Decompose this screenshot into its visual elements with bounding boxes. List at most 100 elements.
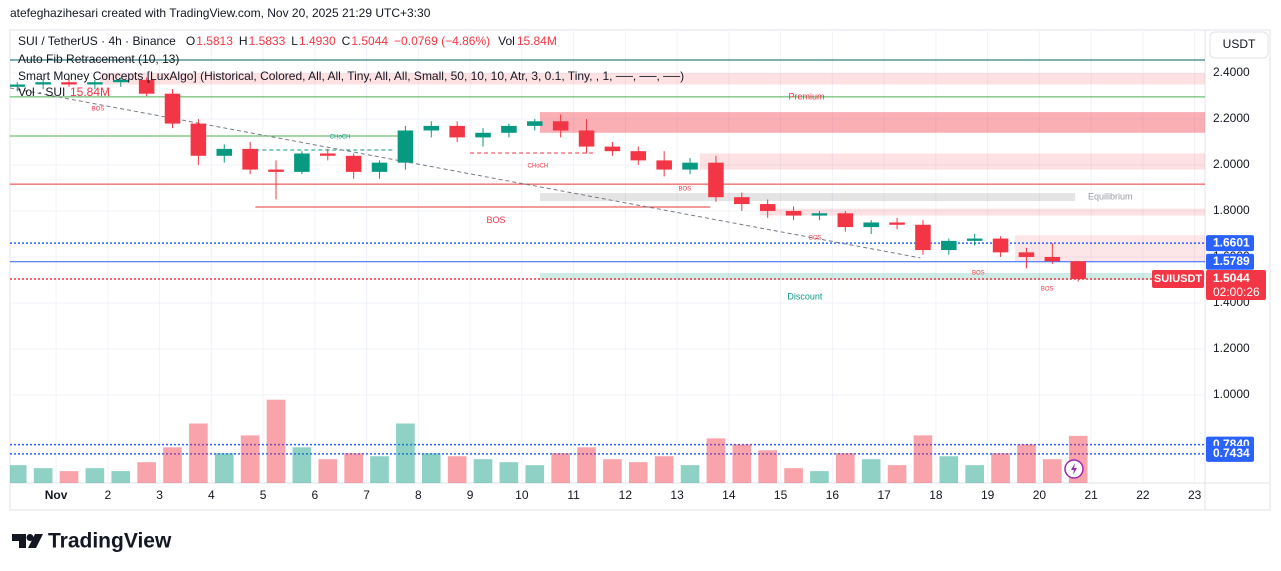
ohlc-key: C [342, 34, 351, 48]
currency[interactable]: USDT [1223, 37, 1256, 51]
candle-body [190, 123, 207, 156]
price-label-box [1206, 235, 1254, 252]
x-tick-label: 23 [1188, 488, 1202, 502]
ohlc-key: H [239, 34, 248, 48]
candle-body [682, 162, 698, 170]
candle-body [268, 169, 284, 172]
volume-bar [292, 447, 312, 483]
volume-bar [654, 456, 674, 483]
ohlc-key: O [186, 34, 195, 48]
price-label: 1.6601 [1213, 235, 1250, 249]
ohlc-value: 1.4930 [299, 34, 336, 48]
annotation: CHoCH [528, 163, 549, 169]
volume-bar [628, 462, 648, 483]
volume-bar [473, 459, 493, 483]
price-label-box [1206, 445, 1254, 462]
ohlc-value: 1.5044 [351, 34, 388, 48]
vol-indicator: Vol · SUI [18, 85, 65, 99]
annotation: Discount [787, 291, 823, 301]
candle-body [138, 79, 155, 94]
candle-body [941, 240, 957, 251]
x-tick-label: 13 [670, 488, 684, 502]
candle-body [527, 121, 543, 126]
volume-bar [111, 471, 131, 483]
volume-bar [758, 450, 777, 483]
x-tick-label: 10 [515, 488, 529, 502]
candle-body [61, 82, 77, 85]
candle-body [242, 148, 258, 170]
currency-button[interactable] [1209, 31, 1269, 59]
annotation: BOS [972, 271, 985, 277]
x-tick-label: 5 [260, 488, 267, 502]
x-tick-label: 16 [826, 488, 840, 502]
volume-bar [810, 471, 829, 483]
x-tick-label: 4 [208, 488, 215, 502]
volume-bar [577, 447, 596, 483]
candle-body [1070, 261, 1086, 279]
x-tick-label: 18 [929, 488, 943, 502]
ohlc-key: L [291, 34, 298, 48]
logo [12, 534, 43, 548]
candle-body [10, 84, 26, 87]
frame [9, 29, 1271, 511]
vol-value: 15.84M [517, 34, 557, 48]
indicator: Smart Money Concepts [LuxAlgo] (Historic… [18, 69, 684, 83]
volume-bar [603, 459, 622, 483]
volume-bar [85, 468, 105, 483]
zone [539, 112, 1205, 133]
candle-body [423, 125, 440, 131]
change: −0.0769 (−4.86%) [394, 34, 490, 48]
x-tick-label: 9 [467, 488, 474, 502]
candle-body [112, 79, 129, 83]
volume-bar [421, 453, 441, 483]
volume-bar [240, 435, 260, 483]
annotation: CHoCH [330, 135, 351, 141]
volume-bar [189, 423, 208, 483]
volume-bar [499, 462, 519, 483]
last-price-value: 1.5044 [1213, 271, 1250, 285]
price-label-box [1206, 253, 1254, 270]
x-tick-label: 6 [311, 488, 318, 502]
x-tick-label: 11 [567, 488, 580, 502]
candle-body [630, 151, 647, 161]
candle-body [708, 162, 724, 198]
y-tick-label: 2.0000 [1213, 157, 1250, 171]
candle-body [578, 130, 595, 147]
volume-bar [137, 462, 156, 483]
candle-body [915, 224, 931, 251]
volume-bar [344, 453, 363, 483]
trendline [10, 87, 921, 259]
volume-bar [396, 423, 415, 483]
x-tick-label: Nov [45, 488, 68, 502]
volume-bar [163, 447, 182, 483]
volume-bar [551, 453, 570, 483]
candle-body [216, 148, 233, 156]
symbol: SUI / TetherUS · 4h · Binance [18, 34, 176, 48]
volume-bar [965, 465, 985, 483]
x-tick-label: 8 [415, 488, 422, 502]
vol-indicator-value: 15.84M [70, 85, 110, 99]
annotation: BOS [92, 107, 105, 113]
annotation: BOS [809, 235, 822, 241]
volume-bar [214, 453, 234, 483]
volume-bar [680, 465, 700, 483]
x-tick-label: 15 [774, 488, 788, 502]
x-tick-label: 3 [156, 488, 163, 502]
volume-bar [266, 399, 286, 483]
volume-bar [525, 465, 545, 483]
price-label: 1.5789 [1213, 254, 1250, 268]
annotation: BOS [1041, 287, 1054, 293]
candle-body [87, 82, 103, 85]
y-tick-label: 1.8000 [1213, 203, 1250, 217]
volume-bar [939, 456, 959, 483]
candle-body [1044, 256, 1061, 262]
last-price-value-box [1206, 269, 1266, 300]
zone [539, 273, 1205, 280]
y-tick-label: 2.2000 [1213, 111, 1250, 125]
y-tick-label: 2.4000 [1213, 65, 1250, 79]
x-tick-label: 7 [363, 488, 370, 502]
zone [759, 208, 1205, 216]
volume-bar [1043, 459, 1062, 483]
